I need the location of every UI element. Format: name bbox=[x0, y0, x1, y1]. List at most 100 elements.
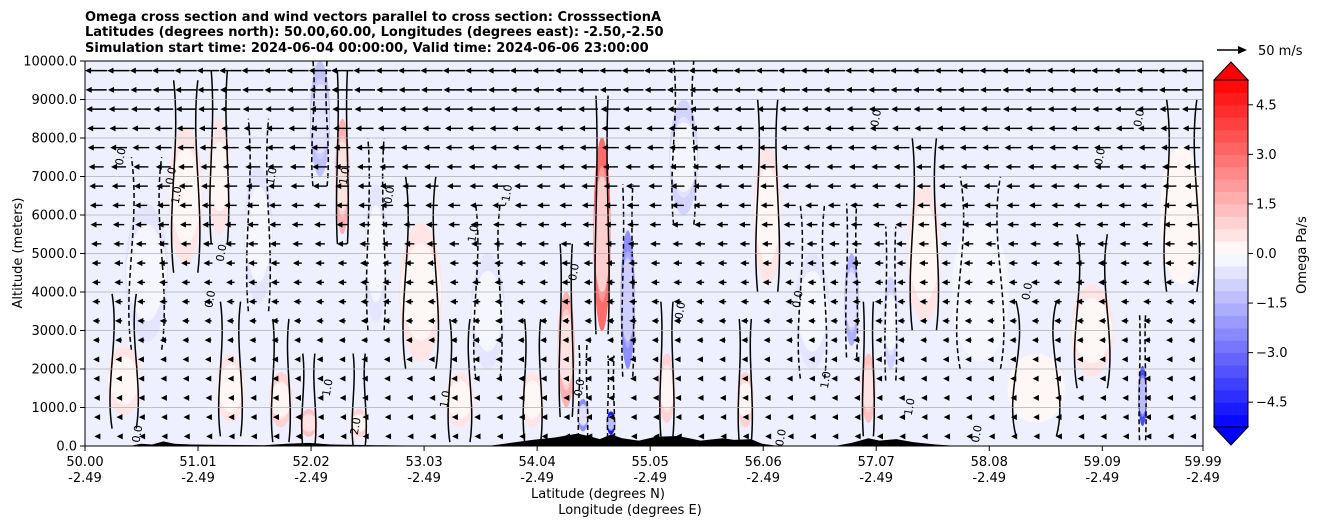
wind-vector-8-22 bbox=[583, 279, 593, 286]
wind-vector-head bbox=[293, 298, 300, 305]
wind-vector-head bbox=[919, 317, 926, 324]
wind-vector-4-3 bbox=[160, 356, 167, 363]
wind-vector-head bbox=[737, 183, 744, 190]
wind-vector-7-34 bbox=[852, 298, 861, 305]
wind-vector-head bbox=[442, 67, 449, 74]
wind-vector-15-13 bbox=[378, 144, 396, 151]
wind-vector-head bbox=[1140, 183, 1147, 190]
wind-vector-head bbox=[671, 221, 678, 228]
wind-vector-head bbox=[981, 125, 988, 132]
wind-vector-head bbox=[226, 279, 233, 286]
wind-vector-head bbox=[201, 183, 208, 190]
wind-vector-4-10 bbox=[316, 356, 323, 363]
wind-vector-head bbox=[1139, 163, 1146, 170]
wind-vector-14-6 bbox=[222, 163, 238, 170]
wind-vector-11-30 bbox=[761, 221, 773, 228]
wind-vector-4-45 bbox=[1099, 356, 1106, 363]
wind-vector-11-44 bbox=[1074, 221, 1086, 228]
x-tick-label-latitude-6: 56.06 bbox=[745, 455, 782, 470]
colorbar-level-2 bbox=[1214, 389, 1248, 403]
wind-vector-head bbox=[1165, 317, 1172, 324]
wind-vector-4-26 bbox=[674, 356, 681, 363]
wind-vector-head bbox=[470, 202, 476, 209]
wind-vector-18-17 bbox=[465, 86, 487, 93]
wind-vector-6-13 bbox=[383, 317, 391, 324]
y-tick-label-0: 0.0 bbox=[56, 440, 77, 455]
wind-vector-head bbox=[495, 337, 502, 344]
wind-vector-head bbox=[693, 183, 699, 190]
wind-vector-15-47 bbox=[1138, 144, 1156, 151]
contour-line-11-left bbox=[365, 137, 371, 331]
wind-vector-15-45 bbox=[1093, 144, 1111, 151]
wind-vector-head bbox=[873, 221, 880, 228]
wind-vector-4-16 bbox=[450, 356, 457, 363]
wind-vector-head bbox=[488, 86, 495, 93]
wind-vector-10-3 bbox=[158, 240, 169, 247]
wind-vector-17-7 bbox=[242, 106, 263, 113]
wind-vector-head bbox=[585, 375, 592, 382]
wind-vector-7-17 bbox=[472, 298, 481, 305]
wind-vector-head bbox=[1006, 183, 1013, 190]
wind-vector-head bbox=[876, 375, 883, 382]
wind-vector-head bbox=[1136, 86, 1143, 93]
wind-vector-0-11 bbox=[340, 433, 347, 440]
wind-vector-0-47 bbox=[1145, 433, 1152, 440]
wind-vector-head bbox=[980, 106, 987, 113]
wind-vector-head bbox=[1097, 260, 1104, 267]
wind-vector-head bbox=[1144, 394, 1151, 401]
wind-vector-12-48 bbox=[1163, 202, 1176, 209]
wind-vector-head bbox=[335, 202, 342, 209]
contour-line-9-left bbox=[335, 70, 339, 244]
contour-label-1: 0.0 bbox=[163, 166, 179, 185]
wind-vector-head bbox=[1166, 337, 1173, 344]
wind-vector-11-25 bbox=[649, 221, 661, 228]
wind-vector-10-18 bbox=[493, 240, 504, 247]
wind-vector-8-17 bbox=[472, 279, 481, 286]
terrain-silhouette bbox=[85, 433, 1203, 446]
wind-vector-15-0 bbox=[87, 144, 105, 151]
wind-vector-head bbox=[848, 144, 855, 151]
wind-vector-9-19 bbox=[516, 260, 526, 267]
wind-vector-head bbox=[1029, 202, 1035, 209]
wind-vector-head bbox=[1008, 260, 1015, 267]
wind-vector-head bbox=[828, 240, 835, 247]
wind-vector-head bbox=[649, 221, 656, 228]
wind-vector-17-9 bbox=[287, 106, 308, 113]
wind-vector-1-36 bbox=[899, 414, 906, 421]
contour-line-31-left bbox=[1011, 301, 1021, 437]
wind-vector-4-4 bbox=[182, 356, 189, 363]
wind-vector-head bbox=[473, 375, 480, 382]
wind-vector-9-4 bbox=[181, 260, 191, 267]
contour-line-6-left bbox=[270, 318, 275, 443]
wind-vector-1-31 bbox=[787, 414, 794, 421]
wind-vector-head bbox=[178, 163, 185, 170]
wind-vector-6-1 bbox=[114, 317, 123, 324]
wind-vector-15-21 bbox=[557, 144, 575, 151]
wind-vector-0-29 bbox=[742, 433, 749, 440]
contour-line-2-right bbox=[194, 80, 201, 273]
wind-vector-head bbox=[787, 414, 794, 421]
wind-vector-7-11 bbox=[338, 298, 347, 305]
wind-vector-head bbox=[1163, 221, 1170, 228]
wind-vector-18-45 bbox=[1091, 86, 1113, 93]
wind-vector-13-16 bbox=[447, 183, 461, 190]
wind-vector-16-4 bbox=[176, 125, 195, 132]
wind-vector-head bbox=[742, 394, 749, 401]
wind-vector-head bbox=[786, 337, 793, 344]
wind-vector-head bbox=[250, 433, 257, 440]
wind-vector-17-47 bbox=[1137, 106, 1157, 113]
wind-vector-head bbox=[764, 414, 771, 421]
wind-vector-head bbox=[630, 414, 637, 421]
wind-vector-15-37 bbox=[915, 144, 932, 151]
wind-vector-17-5 bbox=[198, 106, 218, 113]
wind-vector-19-18 bbox=[487, 67, 510, 74]
wind-vector-head bbox=[200, 163, 207, 170]
wind-vector-4-6 bbox=[227, 356, 234, 363]
wind-vector-13-2 bbox=[134, 183, 148, 190]
wind-vector-12-0 bbox=[89, 202, 103, 209]
x-tick-label-longitude-5: -2.49 bbox=[633, 471, 667, 486]
wind-vector-4-37 bbox=[920, 356, 927, 363]
wind-vector-2-17 bbox=[473, 394, 480, 401]
wind-vector-0-16 bbox=[452, 433, 459, 440]
wind-vector-head bbox=[295, 394, 302, 401]
